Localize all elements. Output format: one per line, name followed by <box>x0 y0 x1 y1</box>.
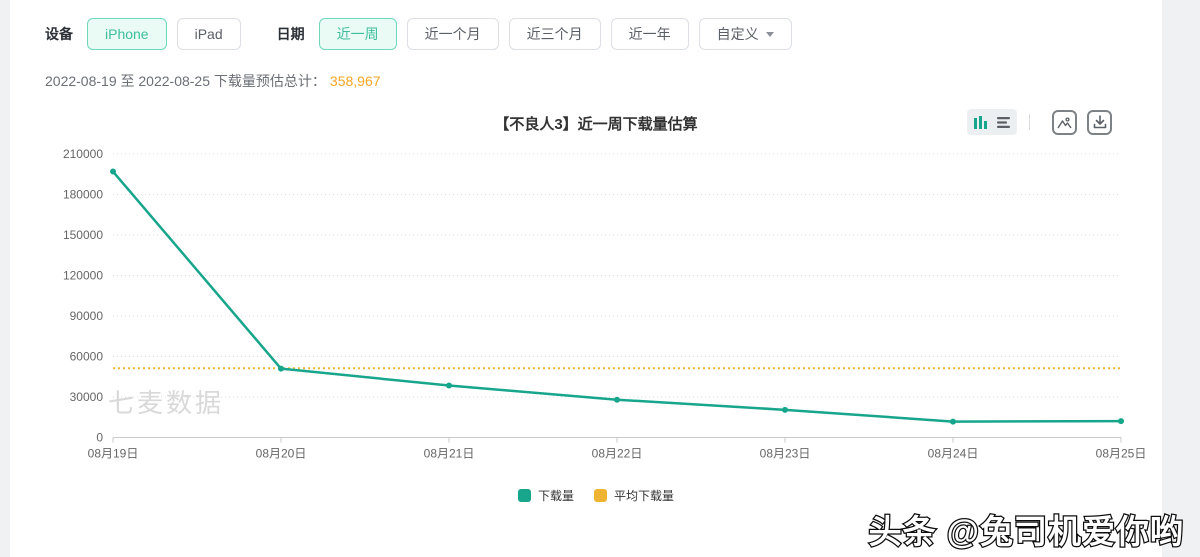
date-option-month[interactable]: 近一个月 <box>406 18 499 50</box>
svg-text:08月19日: 08月19日 <box>88 447 139 461</box>
date-option-year[interactable]: 近一年 <box>610 18 689 50</box>
download-icon[interactable] <box>1087 109 1112 135</box>
svg-text:60000: 60000 <box>70 350 104 364</box>
total-downloads-value: 358,967 <box>329 73 381 89</box>
svg-text:08月20日: 08月20日 <box>256 447 307 461</box>
downloads-line-chart[interactable]: 0 30000 60000 90000 120000 150000 180000 210000… <box>40 140 1165 470</box>
toolbar-divider <box>1029 114 1030 130</box>
svg-text:30000: 30000 <box>70 390 104 404</box>
list-icon[interactable] <box>992 111 1015 133</box>
summary-prefix: 2022-08-19 至 2022-08-25 下载量预估总计： <box>45 73 326 89</box>
svg-text:08月23日: 08月23日 <box>760 447 811 461</box>
svg-text:0: 0 <box>96 431 103 445</box>
chart-area: 0 30000 60000 90000 120000 150000 180000 210000… <box>40 140 1165 470</box>
device-option-ipad[interactable]: iPad <box>176 18 241 50</box>
svg-text:210000: 210000 <box>63 147 103 161</box>
svg-text:08月25日: 08月25日 <box>1096 447 1147 461</box>
downloads-swatch <box>517 489 531 502</box>
content-card: 设备 iPhone iPad 日期 近一周 近一个月 近三个月 近一年 自定义 … <box>10 0 1162 557</box>
date-option-quarter[interactable]: 近三个月 <box>508 18 601 50</box>
legend-item-downloads[interactable]: 下载量 <box>517 487 574 504</box>
average-swatch <box>594 489 607 502</box>
legend-item-average[interactable]: 平均下载量 <box>594 487 674 504</box>
toutiao-credit-watermark: 头条 @兔司机爱你哟 <box>867 512 1184 552</box>
svg-text:150000: 150000 <box>63 228 103 242</box>
custom-label: 自定义 <box>716 26 759 42</box>
chart-title: 【不良人3】近一周下载量估算 <box>494 116 698 133</box>
svg-text:180000: 180000 <box>63 188 103 202</box>
chart-type-toggle <box>967 109 1017 135</box>
date-option-week[interactable]: 近一周 <box>318 18 397 50</box>
summary-line: 2022-08-19 至 2022-08-25 下载量预估总计： 358,967 <box>45 71 381 91</box>
svg-text:08月22日: 08月22日 <box>592 447 643 461</box>
device-option-iphone[interactable]: iPhone <box>87 18 167 50</box>
svg-text:90000: 90000 <box>70 309 104 323</box>
date-option-custom[interactable]: 自定义 <box>698 18 792 50</box>
svg-text:120000: 120000 <box>63 269 103 283</box>
device-label: 设备 <box>45 26 73 42</box>
image-export-icon[interactable] <box>1052 109 1077 135</box>
chart-legend: 下载量 平均下载量 <box>20 487 1172 504</box>
legend-label: 下载量 <box>537 489 574 503</box>
date-label: 日期 <box>276 26 305 42</box>
svg-text:08月24日: 08月24日 <box>928 447 979 461</box>
filter-row: 设备 iPhone iPad 日期 近一周 近一个月 近三个月 近一年 自定义 <box>45 18 802 50</box>
legend-label: 平均下载量 <box>614 489 675 503</box>
chart-toolbar <box>967 109 1112 135</box>
chevron-down-icon <box>765 31 774 37</box>
bar-chart-icon[interactable] <box>969 111 992 133</box>
svg-text:08月21日: 08月21日 <box>424 447 475 461</box>
